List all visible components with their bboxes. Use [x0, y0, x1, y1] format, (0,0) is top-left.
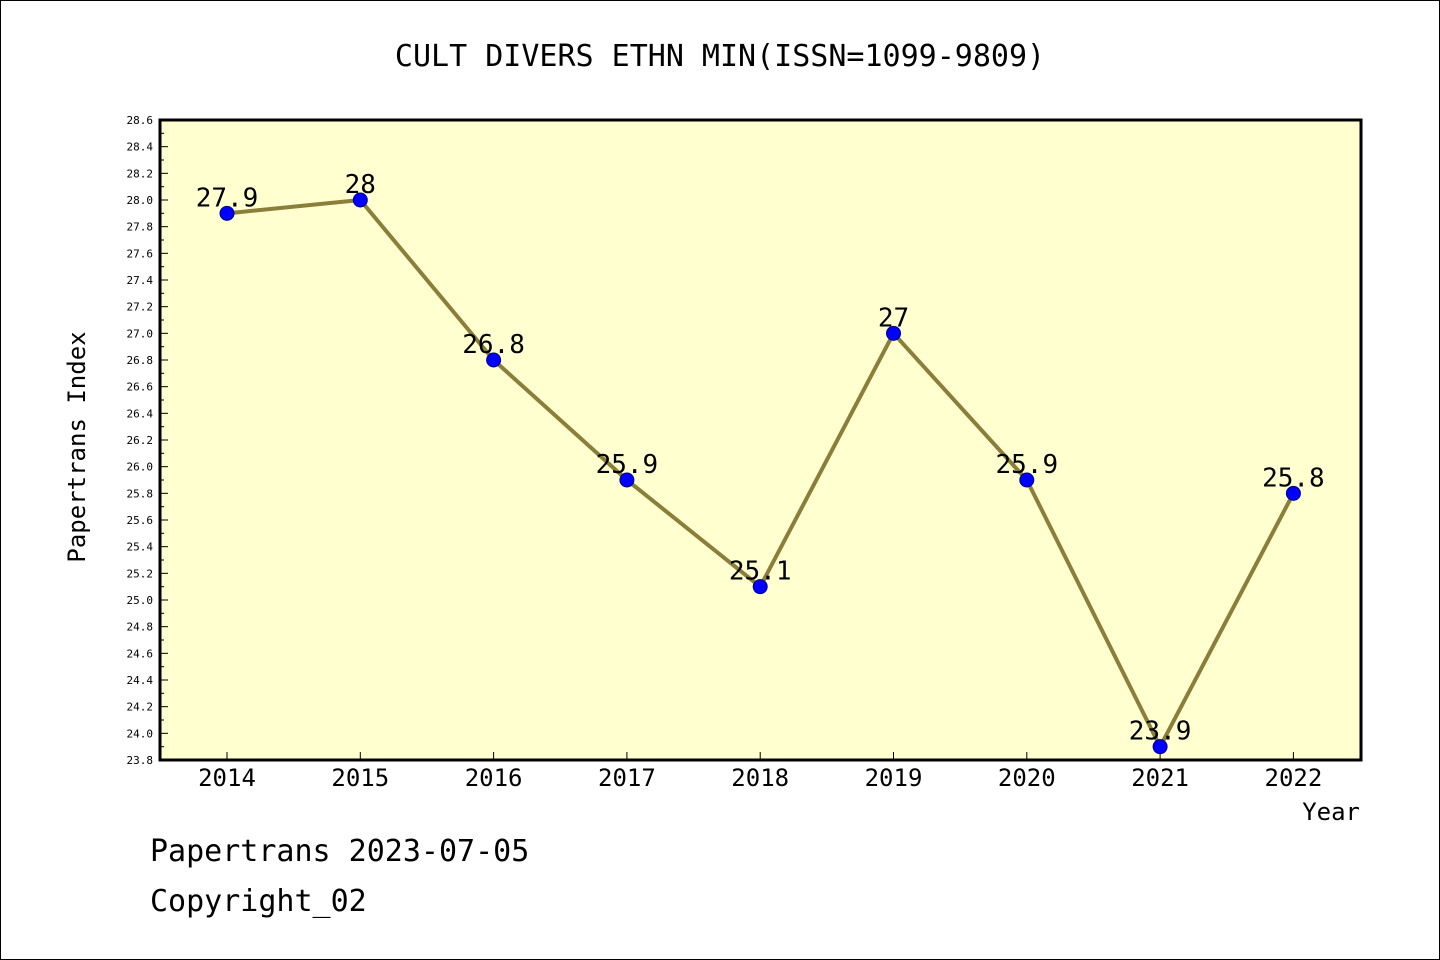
data-label: 26.8 — [462, 330, 525, 360]
y-tick-label: 25.6 — [127, 514, 154, 527]
data-label: 28 — [345, 170, 376, 200]
y-tick-label: 26.6 — [127, 381, 154, 394]
plot-area — [158, 118, 1363, 762]
y-tick-label: 28.6 — [127, 114, 154, 127]
data-label: 25.9 — [596, 450, 659, 480]
x-tick-label: 2014 — [198, 764, 256, 792]
x-tick-label: 2015 — [331, 764, 389, 792]
y-tick-label: 27.6 — [127, 247, 154, 260]
y-tick-label: 24.4 — [127, 674, 154, 687]
data-label: 23.9 — [1129, 717, 1192, 747]
x-axis: 2014 2015 2016 2017 2018 2019 2020 2021 2022 — [198, 752, 1322, 792]
data-point-marker — [219, 205, 235, 221]
data-label: 25.9 — [995, 450, 1058, 480]
data-point-marker — [1152, 739, 1168, 755]
data-label: 25.1 — [729, 557, 792, 587]
data-point-marker — [352, 192, 368, 208]
data-point-marker — [886, 325, 901, 341]
y-tick-label: 25.0 — [127, 594, 154, 607]
y-tick-label: 28.2 — [127, 167, 154, 180]
y-tick-label: 24.8 — [127, 621, 154, 634]
x-tick-label: 2020 — [998, 764, 1056, 792]
y-tick-label: 27.2 — [127, 301, 154, 314]
data-point-marker — [486, 352, 502, 368]
y-tick-label: 26.8 — [127, 354, 154, 367]
y-tick-label: 26.0 — [127, 461, 154, 474]
y-tick-label: 24.6 — [127, 647, 154, 660]
y-tick-label: 24.0 — [127, 727, 154, 740]
chart-title: CULT DIVERS ETHN MIN(ISSN=1099-9809) — [395, 39, 1045, 74]
y-tick-label: 23.8 — [127, 754, 154, 767]
y-tick-label: 26.4 — [127, 407, 154, 420]
x-tick-label: 2019 — [865, 764, 923, 792]
y-tick-label: 27.0 — [127, 327, 154, 340]
x-tick-label: 2017 — [598, 764, 656, 792]
data-point-marker — [752, 579, 768, 595]
series: 27.9 28 26.8 25.9 25.1 27 25.9 23.9 25.8 — [196, 170, 1325, 755]
y-tick-label: 26.2 — [127, 434, 154, 447]
y-tick-label: 28.4 — [127, 141, 154, 154]
y-tick-label: 27.4 — [127, 274, 154, 287]
y-tick-label: 25.2 — [127, 567, 154, 580]
y-tick-label: 27.8 — [127, 221, 154, 234]
y-tick-label: 25.8 — [127, 487, 154, 500]
data-label: 27 — [878, 303, 909, 333]
footer-copyright-text: Copyright_02 — [150, 884, 367, 919]
data-label: 27.9 — [196, 183, 259, 213]
data-label: 25.8 — [1262, 463, 1325, 493]
x-tick-label: 2021 — [1131, 764, 1189, 792]
y-tick-label: 25.4 — [127, 541, 154, 554]
y-axis: 23.8 24.0 24.2 24.4 24.6 24.8 25.0 25.2 25.4 25.6… — [127, 114, 168, 767]
footer-date-text: Papertrans 2023-07-05 — [150, 834, 530, 869]
x-tick-label: 2016 — [465, 764, 523, 792]
y-axis-label: Papertrans Index — [63, 331, 91, 562]
y-tick-label: 28.0 — [127, 194, 154, 207]
x-tick-label: 2022 — [1265, 764, 1323, 792]
x-axis-label: Year — [1302, 798, 1360, 826]
x-tick-label: 2018 — [731, 764, 789, 792]
data-point-marker — [1285, 485, 1301, 501]
data-point-marker — [1019, 472, 1035, 488]
y-tick-label: 24.2 — [127, 701, 154, 714]
data-point-marker — [619, 472, 635, 488]
